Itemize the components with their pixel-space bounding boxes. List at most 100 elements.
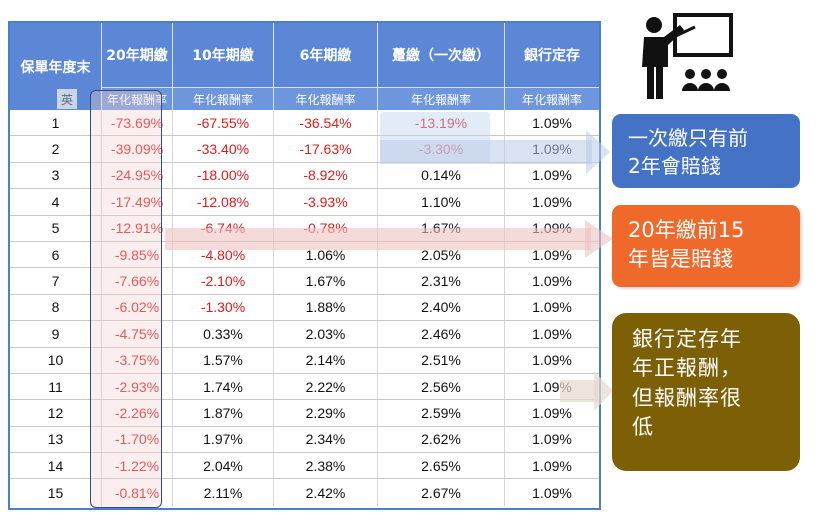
table-row: 10 -3.75% 1.57% 2.14% 2.51% 1.09% bbox=[10, 347, 599, 374]
cell-bank: 1.09% bbox=[532, 193, 572, 210]
cell-ten-year: 1.57% bbox=[173, 347, 274, 373]
cell-lump-sum: 2.31% bbox=[378, 268, 505, 294]
bank-deposit-note: 銀行定存年 年正報酬， 但報酬率很 低 bbox=[612, 313, 800, 471]
col-subheader-20yr: 年化報酬率 bbox=[102, 87, 173, 110]
cell-year: 10 bbox=[10, 347, 102, 373]
cell-lump-sum: 2.46% bbox=[378, 321, 505, 347]
twenty-year-note: 20年繳前15 年皆是賠錢 bbox=[612, 205, 800, 287]
lump-sum-note: 一次繳只有前 2年會賠錢 bbox=[612, 114, 800, 188]
cell-twenty-year: -73.69% bbox=[102, 110, 173, 136]
cell-six-year: 2.14% bbox=[274, 347, 378, 373]
cell-bank: 1.09% bbox=[532, 246, 572, 263]
cell-lump-sum: -3.30% bbox=[378, 136, 505, 162]
cell-twenty-year: -2.26% bbox=[102, 400, 173, 426]
cell-six-year: 2.34% bbox=[274, 426, 378, 453]
table-row: 6 -9.85% -4.80% 1.06% 2.05% 1.09% bbox=[10, 241, 599, 269]
col-header-bank: 銀行定存 bbox=[505, 23, 599, 87]
cell-twenty-year: -7.66% bbox=[102, 268, 173, 294]
cell-year: 1 bbox=[10, 110, 102, 136]
cell-six-year: 2.29% bbox=[274, 400, 378, 426]
cell-twenty-year: -3.75% bbox=[102, 347, 173, 373]
twenty-year-note-line1: 20年繳前15 bbox=[628, 218, 745, 242]
cell-twenty-year: -0.81% bbox=[102, 479, 173, 506]
col-header-6yr: 6年期繳 bbox=[274, 23, 378, 87]
twenty-year-note-line2: 年皆是賠錢 bbox=[628, 247, 733, 272]
year-column-header: 保單年度末 bbox=[10, 23, 102, 110]
cell-year: 9 bbox=[10, 321, 102, 347]
cell-ten-year: -2.10% bbox=[173, 268, 274, 294]
cell-twenty-year: -17.49% bbox=[102, 189, 173, 215]
cell-ten-year: -67.55% bbox=[173, 110, 274, 136]
cell-ten-year: -6.74% bbox=[173, 215, 274, 241]
cell-six-year: 1.67% bbox=[274, 268, 378, 294]
table-row: 7 -7.66% -2.10% 1.67% 2.31% 1.09% bbox=[10, 268, 599, 295]
bank-note-line4: 低 bbox=[632, 415, 654, 440]
cell-bank: 1.09% bbox=[532, 431, 572, 448]
cell-twenty-year: -39.09% bbox=[102, 136, 173, 162]
cell-twenty-year: -4.75% bbox=[102, 321, 173, 347]
cell-ten-year: 2.11% bbox=[173, 479, 274, 506]
cell-bank: 1.09% bbox=[532, 167, 572, 184]
ime-indicator: 英 bbox=[57, 89, 77, 109]
table-row: 1 -73.69% -67.55% -36.54% -13.19% 1.09% bbox=[10, 110, 599, 137]
cell-year: 6 bbox=[10, 241, 102, 268]
cell-ten-year: 1.97% bbox=[173, 426, 274, 453]
cell-lump-sum: 1.10% bbox=[378, 189, 505, 215]
header-row: 20年期繳 10年期繳 6年期繳 躉繳（一次繳） 銀行定存 bbox=[10, 23, 599, 87]
cell-bank: 1.09% bbox=[532, 378, 572, 395]
cell-lump-sum: 2.62% bbox=[378, 426, 505, 453]
cell-six-year: 2.38% bbox=[274, 453, 378, 479]
col-subheader-6yr: 年化報酬率 bbox=[274, 87, 378, 110]
cell-lump-sum: 2.56% bbox=[378, 373, 505, 400]
cell-bank: 1.09% bbox=[532, 325, 572, 342]
cell-lump-sum: 2.59% bbox=[378, 400, 505, 426]
col-subheader-10yr: 年化報酬率 bbox=[173, 87, 274, 110]
cell-bank: 1.09% bbox=[532, 484, 572, 501]
bank-note-line1: 銀行定存年 bbox=[632, 327, 742, 351]
cell-ten-year: 1.87% bbox=[173, 400, 274, 426]
col-subheader-lump-sum: 年化報酬率 bbox=[378, 87, 505, 110]
table-row: 2 -39.09% -33.40% -17.63% -3.30% 1.09% bbox=[10, 136, 599, 163]
cell-ten-year: 0.33% bbox=[173, 321, 274, 347]
cell-lump-sum: 2.65% bbox=[378, 453, 505, 479]
table-row: 13 -1.70% 1.97% 2.34% 2.62% 1.09% bbox=[10, 426, 599, 454]
cell-six-year: -0.78% bbox=[274, 215, 378, 241]
cell-six-year: -8.92% bbox=[274, 162, 378, 189]
cell-year: 5 bbox=[10, 215, 102, 241]
table-row: 4 -17.49% -12.08% -3.93% 1.10% 1.09% bbox=[10, 189, 599, 216]
cell-bank: 1.09% bbox=[532, 457, 572, 474]
cell-six-year: 2.03% bbox=[274, 321, 378, 347]
cell-bank: 1.09% bbox=[532, 220, 572, 237]
cell-ten-year: -33.40% bbox=[173, 136, 274, 162]
table-row: 8 -6.02% -1.30% 1.88% 2.40% 1.09% bbox=[10, 294, 599, 322]
cell-year: 2 bbox=[10, 136, 102, 162]
table-row: 14 -1.22% 2.04% 2.38% 2.65% 1.09% bbox=[10, 453, 599, 480]
cell-lump-sum: 2.67% bbox=[378, 479, 505, 506]
subheader-row: 年化報酬率 年化報酬率 年化報酬率 年化報酬率 年化報酬率 bbox=[10, 87, 599, 110]
cell-bank: 1.09% bbox=[532, 299, 572, 316]
cell-twenty-year: -6.02% bbox=[102, 294, 173, 321]
cell-bank: 1.09% bbox=[532, 352, 572, 369]
cell-six-year: -3.93% bbox=[274, 189, 378, 215]
col-header-10yr: 10年期繳 bbox=[173, 23, 274, 87]
cell-bank: 1.09% bbox=[532, 141, 572, 158]
cell-lump-sum: 0.14% bbox=[378, 162, 505, 189]
cell-lump-sum: 2.51% bbox=[378, 347, 505, 373]
cell-ten-year: 2.04% bbox=[173, 453, 274, 479]
lump-sum-note-line1: 一次繳只有前 bbox=[628, 126, 748, 150]
table-row: 5 -12.91% -6.74% -0.78% 1.67% 1.09% bbox=[10, 215, 599, 242]
col-subheader-bank: 年化報酬率 bbox=[505, 87, 599, 110]
col-header-20yr: 20年期繳 bbox=[102, 23, 173, 87]
cell-ten-year: -18.00% bbox=[173, 162, 274, 189]
col-header-lump-sum: 躉繳（一次繳） bbox=[378, 23, 505, 87]
cell-bank: 1.09% bbox=[532, 273, 572, 290]
cell-bank: 1.09% bbox=[532, 404, 572, 421]
table-row: 15 -0.81% 2.11% 2.42% 2.67% 1.09% bbox=[10, 479, 599, 506]
cell-year: 11 bbox=[10, 373, 102, 400]
cell-ten-year: -4.80% bbox=[173, 241, 274, 268]
table-row: 11 -2.93% 1.74% 2.22% 2.56% 1.09% bbox=[10, 373, 599, 401]
bank-note-line3: 但報酬率很 bbox=[632, 385, 742, 410]
cell-year: 12 bbox=[10, 400, 102, 426]
cell-six-year: 2.22% bbox=[274, 373, 378, 400]
table-row: 3 -24.95% -18.00% -8.92% 0.14% 1.09% bbox=[10, 162, 599, 190]
